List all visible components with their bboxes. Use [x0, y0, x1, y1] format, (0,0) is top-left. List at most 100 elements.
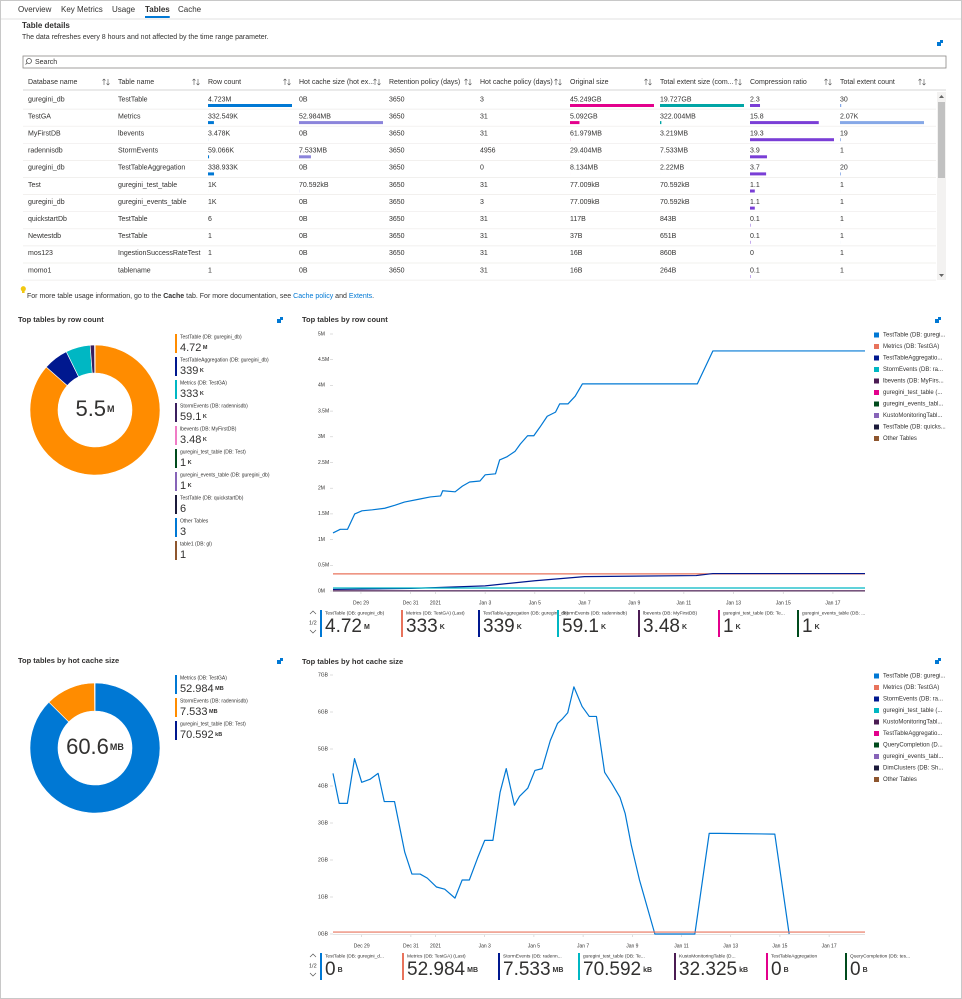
cell-bar	[840, 121, 924, 125]
scroll-up[interactable]	[939, 95, 944, 98]
column-header[interactable]: Hot cache policy (days)	[480, 79, 553, 86]
info-link[interactable]: Extents	[349, 293, 373, 300]
pin-icon[interactable]	[935, 317, 941, 323]
legend-label[interactable]: TestTable (DB: guregi...	[883, 333, 946, 339]
table-cell: 0B	[299, 216, 308, 223]
legend-label[interactable]: guregini_events_tabl...	[883, 402, 944, 408]
table-cell: 1	[840, 148, 844, 155]
column-header[interactable]: Database name	[28, 79, 78, 86]
legend-label[interactable]: Other Tables	[883, 777, 917, 783]
page-down[interactable]	[309, 629, 317, 634]
info-line: For more table usage information, go to …	[27, 293, 374, 300]
legend-label[interactable]: Metrics (DB: TestGA)	[883, 344, 939, 350]
x-tick-label: Jan 3	[479, 943, 491, 949]
search-icon	[26, 58, 32, 64]
legend-label[interactable]: KustoMonitoringTabl...	[883, 413, 943, 419]
pin-icon[interactable]	[277, 658, 283, 664]
legend-value: 339 K	[180, 365, 204, 377]
donut-slice	[29, 344, 161, 476]
page-down[interactable]	[309, 972, 317, 977]
table-cell: 2.22MB	[660, 165, 684, 172]
table-cell: 0	[480, 165, 484, 172]
table-cell: TestTable	[118, 216, 148, 223]
table-cell: 7.533MB	[299, 148, 327, 155]
table-cell: 45.249GB	[570, 96, 602, 103]
column-header[interactable]: Retention policy (days)	[389, 79, 460, 86]
tile-number: 333	[406, 616, 438, 637]
pin-icon[interactable]	[277, 317, 283, 323]
x-tick-label: Jan 7	[578, 600, 590, 606]
table-cell: 30	[840, 96, 848, 103]
column-header[interactable]: Original size	[570, 79, 609, 86]
search-box[interactable]	[22, 55, 947, 69]
legend-label[interactable]: TestTable (DB: guregi...	[883, 674, 946, 680]
legend-label[interactable]: DimClusters (DB: Sh...	[883, 766, 944, 772]
tile-unit: K	[517, 624, 522, 631]
legend-label[interactable]: TestTable (DB: quicks...	[883, 425, 946, 431]
tab[interactable]: Tables	[145, 5, 170, 14]
legend-value: 3.48 K	[180, 434, 207, 446]
column-header[interactable]: Total extent size (com...	[660, 79, 734, 86]
table-cell: momo1	[28, 267, 51, 274]
table-cell: 4956	[480, 148, 496, 155]
table-cell: 3.9	[750, 148, 760, 155]
scrollbar-thumb[interactable]	[938, 102, 945, 178]
legend-label[interactable]: KustoMonitoringTabl...	[883, 720, 943, 726]
cell-bar	[208, 121, 214, 125]
tab[interactable]: Overview	[18, 5, 52, 14]
legend-label[interactable]: guregini_events_tabl...	[883, 754, 944, 760]
page-up[interactable]	[309, 953, 317, 958]
tab[interactable]: Usage	[112, 5, 136, 14]
tile-number: 59.1	[562, 616, 599, 637]
tab[interactable]: Cache	[178, 5, 202, 14]
table-cell: Metrics	[118, 113, 141, 120]
table-cell: 117B	[570, 216, 586, 223]
legend-label[interactable]: Other Tables	[883, 436, 917, 442]
table-cell: 0	[750, 250, 754, 257]
legend-label[interactable]: TestTableAggregatio...	[883, 731, 943, 737]
table-cell: 264B	[660, 267, 677, 274]
info-text: .	[372, 293, 374, 300]
x-tick-label: Jan 11	[674, 943, 689, 949]
tile-unit: K	[682, 624, 687, 631]
legend-label[interactable]: lbevents (DB: MyFirs...	[883, 379, 944, 385]
legend-label[interactable]: StormEvents (DB: ra...	[883, 697, 943, 703]
y-tick-label: 3M	[318, 434, 325, 440]
column-header[interactable]: Total extent count	[840, 79, 895, 86]
column-header[interactable]: Row count	[208, 79, 241, 86]
legend-swatch	[874, 685, 879, 690]
column-header[interactable]: Hot cache size (hot ex...	[299, 79, 374, 86]
value-label: 59.1	[180, 411, 201, 423]
tile-swatch	[718, 610, 720, 637]
table-cell: lbevents	[118, 131, 145, 138]
legend-label[interactable]: TestTableAggregatio...	[883, 356, 943, 362]
value-label: 3	[180, 526, 186, 538]
pin-icon[interactable]	[937, 40, 943, 46]
info-link[interactable]: Cache policy	[293, 293, 334, 300]
legend-label[interactable]: guregini_test_table (...	[883, 708, 943, 714]
legend-label[interactable]: QueryCompletion (D...	[883, 743, 943, 749]
table-cell: TestTable	[118, 96, 148, 103]
column-header[interactable]: Compression ratio	[750, 79, 807, 86]
pin-icon[interactable]	[935, 658, 941, 664]
legend-value: 1	[180, 549, 186, 561]
value-unit: K	[203, 437, 207, 443]
table-cell: guregini_db	[28, 199, 65, 206]
legend-swatch	[874, 754, 879, 759]
scroll-down[interactable]	[939, 274, 944, 277]
legend-label[interactable]: Metrics (DB: TestGA)	[883, 685, 939, 691]
x-tick-label: 2021	[430, 600, 441, 606]
legend-label[interactable]: StormEvents (DB: ra...	[883, 367, 943, 373]
sort-icon	[554, 78, 562, 86]
page-up[interactable]	[309, 610, 317, 615]
tab[interactable]: Key Metrics	[61, 5, 103, 14]
cell-bar	[208, 172, 215, 176]
column-header[interactable]: Table name	[118, 79, 154, 86]
table-cell: 3650	[389, 199, 405, 206]
value-label: 7.533	[180, 706, 208, 718]
table-cell: 31	[480, 250, 488, 257]
legend-label[interactable]: guregini_test_table (...	[883, 390, 943, 396]
y-tick-label: 7GB	[318, 672, 329, 678]
table-cell: 31	[480, 233, 488, 240]
table-cell: 3650	[389, 148, 405, 155]
